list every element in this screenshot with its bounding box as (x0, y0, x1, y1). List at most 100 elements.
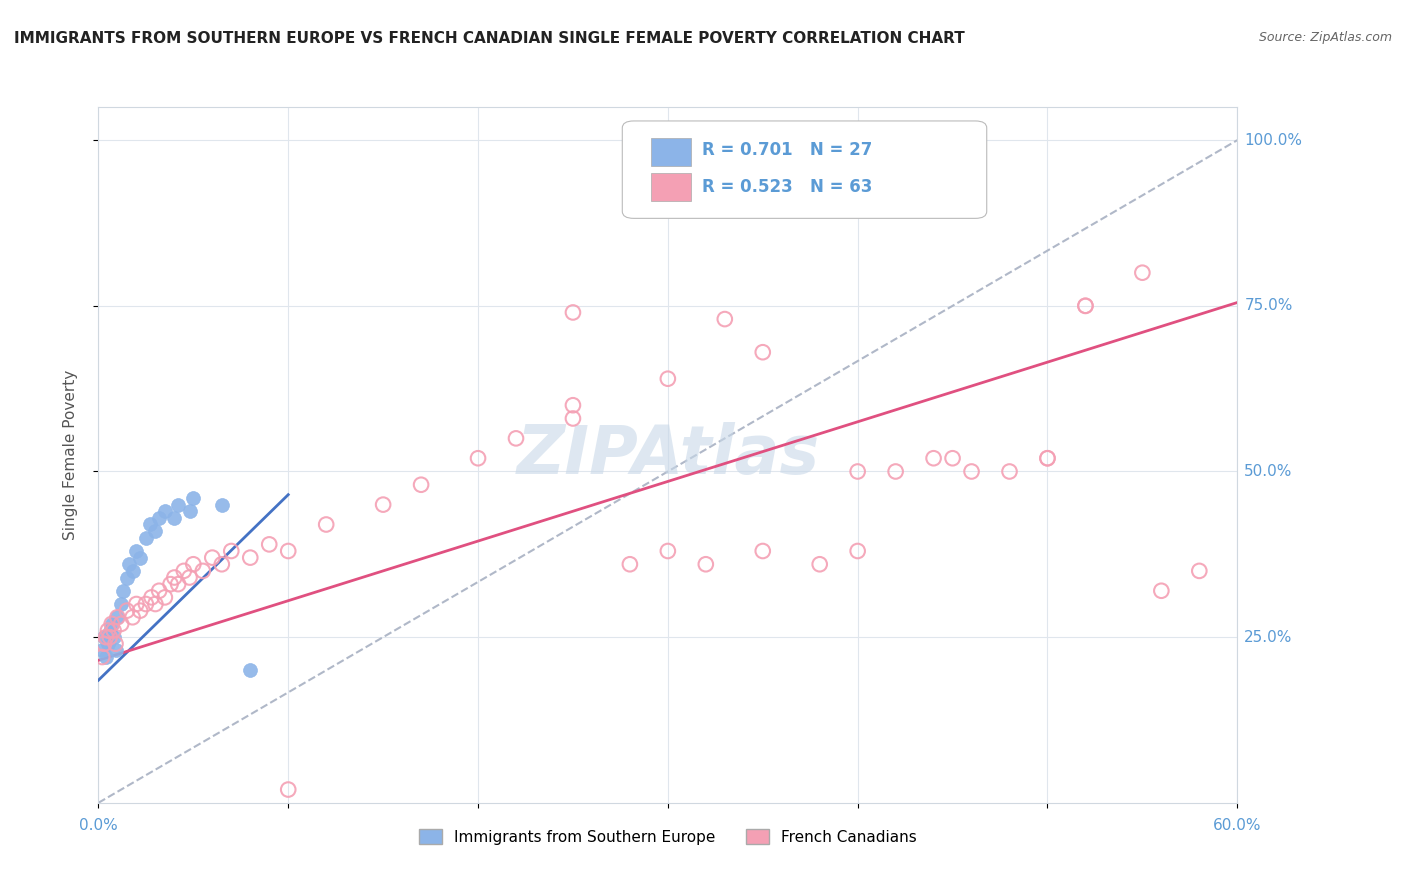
Point (153, 504, 176, 518)
Point (221, 544, 243, 558)
Point (100, 616, 122, 631)
Point (125, 544, 148, 558)
Point (107, 610, 129, 624)
Point (239, 550, 262, 565)
Point (277, 782, 299, 797)
Point (115, 604, 138, 618)
Point (103, 630, 125, 644)
Point (93, 637, 115, 651)
Point (1074, 299, 1097, 313)
Point (94, 630, 117, 644)
Point (808, 558, 831, 572)
Text: ZIPAtlas: ZIPAtlas (516, 422, 820, 488)
Point (141, 591, 163, 605)
Point (159, 577, 181, 591)
Point (411, 477, 433, 491)
Point (505, 431, 527, 445)
Point (98, 630, 121, 644)
Point (121, 564, 143, 578)
Point (104, 637, 127, 651)
Legend: Immigrants from Southern Europe, French Canadians: Immigrants from Southern Europe, French … (413, 822, 922, 851)
Point (167, 577, 190, 591)
Text: R = 0.701   N = 27: R = 0.701 N = 27 (702, 141, 872, 159)
Point (752, 544, 775, 558)
Text: 60.0%: 60.0% (1213, 818, 1261, 832)
Point (104, 643, 127, 657)
FancyBboxPatch shape (623, 121, 987, 219)
FancyBboxPatch shape (651, 173, 690, 201)
Point (93, 630, 115, 644)
Point (1036, 451, 1059, 466)
Point (183, 491, 205, 505)
Text: 100.0%: 100.0% (1244, 133, 1302, 148)
Point (884, 465, 907, 479)
Point (562, 411, 585, 425)
Point (145, 597, 167, 611)
Point (211, 498, 233, 512)
Point (115, 570, 138, 584)
Point (201, 550, 224, 565)
Point (112, 583, 135, 598)
Point (846, 465, 869, 479)
Point (752, 345, 775, 359)
Point (1074, 299, 1097, 313)
Point (259, 537, 281, 551)
Point (94, 650, 117, 665)
Point (1188, 564, 1211, 578)
FancyBboxPatch shape (651, 138, 690, 166)
Point (179, 570, 201, 584)
Point (167, 498, 190, 512)
Point (657, 544, 679, 558)
Text: 0.0%: 0.0% (79, 818, 118, 832)
Point (110, 616, 132, 631)
Point (315, 517, 337, 532)
Point (110, 597, 132, 611)
Point (695, 558, 717, 572)
Point (371, 498, 394, 512)
Text: 50.0%: 50.0% (1244, 464, 1292, 479)
Point (138, 517, 160, 532)
Point (98, 624, 121, 638)
Point (163, 570, 186, 584)
Point (129, 550, 152, 565)
Point (211, 558, 233, 572)
Point (163, 511, 186, 525)
Point (148, 583, 170, 598)
Point (998, 465, 1021, 479)
Point (562, 305, 585, 319)
Point (846, 544, 869, 558)
Point (657, 372, 679, 386)
Point (191, 564, 214, 578)
Text: 25.0%: 25.0% (1244, 630, 1292, 645)
Point (942, 451, 965, 466)
Point (148, 511, 170, 525)
Point (135, 531, 157, 545)
Point (135, 597, 157, 611)
Y-axis label: Single Female Poverty: Single Female Poverty (63, 370, 77, 540)
Point (145, 524, 167, 538)
Point (100, 616, 122, 631)
Point (1036, 451, 1059, 466)
Point (91, 650, 114, 665)
Point (121, 610, 143, 624)
Point (1132, 266, 1154, 280)
Text: R = 0.523   N = 63: R = 0.523 N = 63 (702, 178, 872, 196)
Text: IMMIGRANTS FROM SOUTHERN EUROPE VS FRENCH CANADIAN SINGLE FEMALE POVERTY CORRELA: IMMIGRANTS FROM SOUTHERN EUROPE VS FRENC… (14, 31, 965, 46)
Point (125, 597, 148, 611)
Point (129, 604, 152, 618)
Point (467, 451, 489, 466)
Point (107, 610, 129, 624)
Text: Source: ZipAtlas.com: Source: ZipAtlas.com (1258, 31, 1392, 45)
Point (118, 558, 141, 572)
Text: 75.0%: 75.0% (1244, 298, 1292, 313)
Point (714, 312, 737, 326)
Point (179, 504, 201, 518)
Point (153, 591, 176, 605)
Point (960, 465, 983, 479)
Point (173, 564, 195, 578)
Point (1150, 583, 1173, 598)
Point (922, 451, 945, 466)
Point (97, 637, 120, 651)
Point (562, 398, 585, 412)
Point (183, 558, 205, 572)
